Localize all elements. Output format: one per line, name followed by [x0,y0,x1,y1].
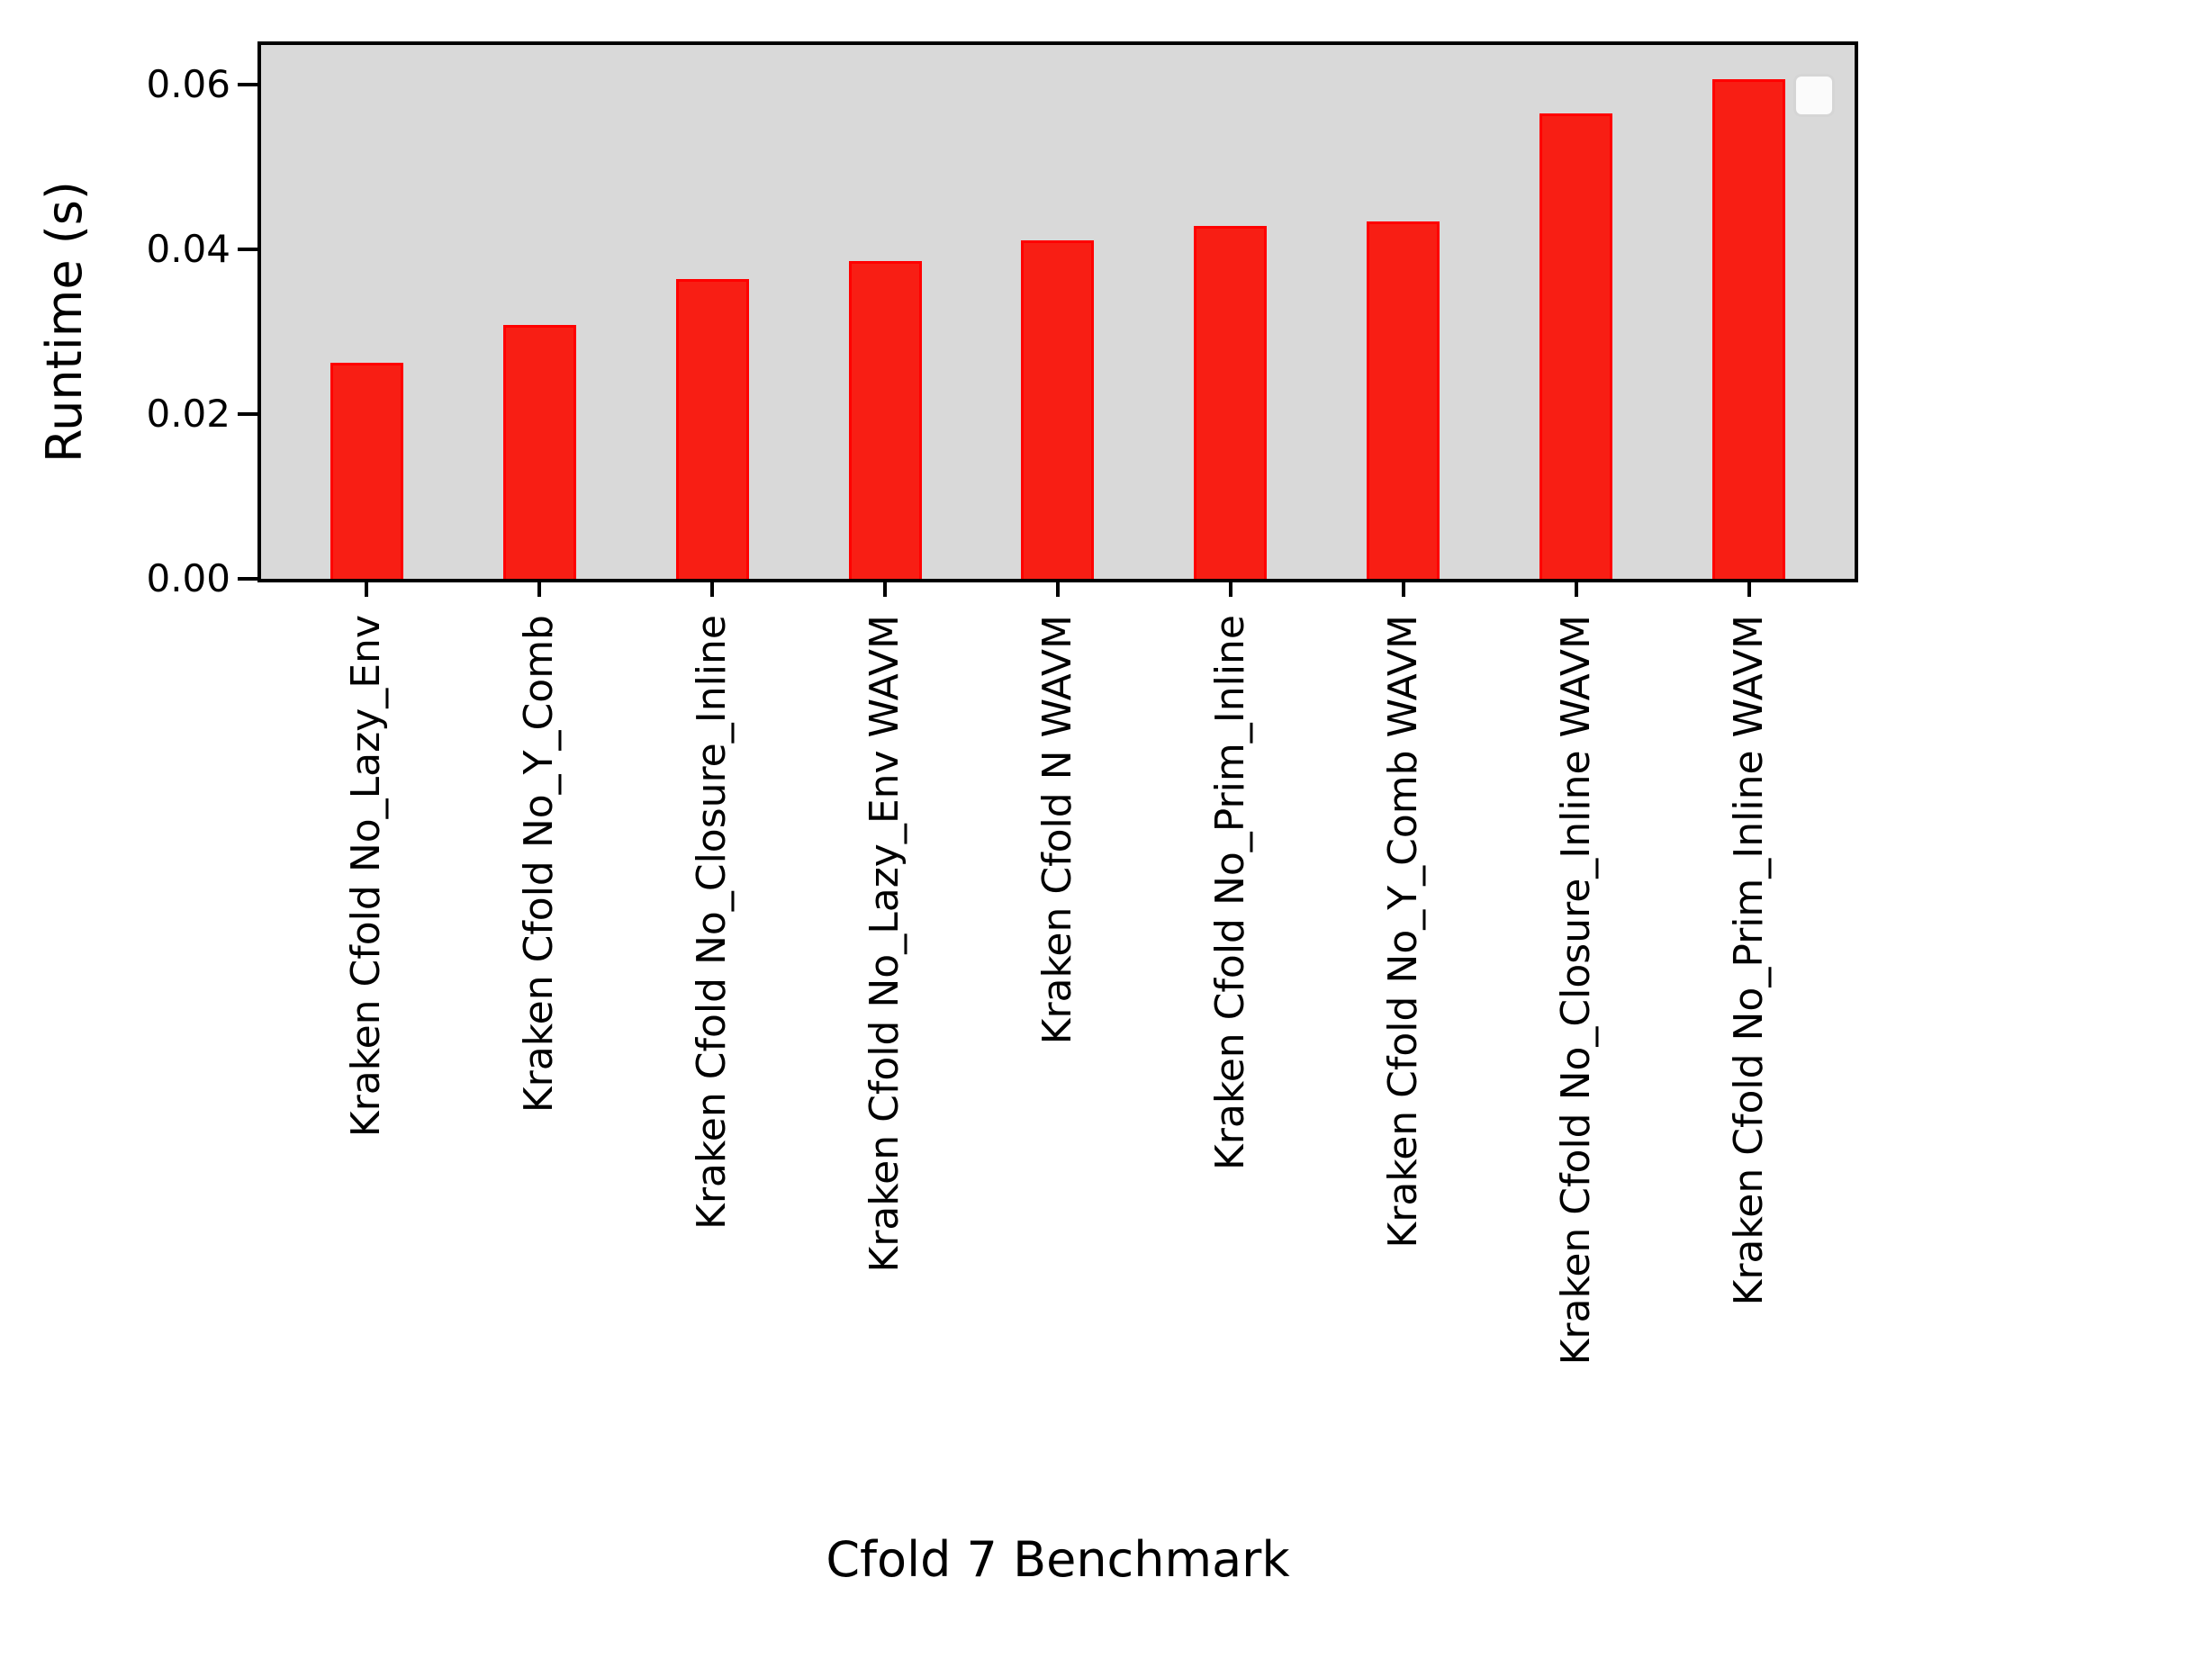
y-tick-label: 0.06 [146,61,230,106]
x-tick-mark [710,579,715,597]
x-axis-title: Cfold 7 Benchmark [826,1531,1290,1588]
x-tick-label: Kraken Cfold No_Y_Comb WAVM [1379,615,1426,1249]
x-tick-label: Kraken Cfold No_Prim_Inline WAVM [1725,615,1772,1306]
x-tick-mark [1747,579,1751,597]
x-tick-label: Kraken Cfold No_Lazy_Env [343,615,390,1138]
x-tick-mark [883,579,888,597]
bar-5 [1021,239,1095,579]
y-tick-mark [238,577,257,581]
x-tick-mark [537,579,542,597]
y-tick-mark [238,411,257,416]
plot-area [238,41,1858,597]
y-tick-label: 0.02 [146,391,230,436]
x-tick-label: Kraken Cfold No_Closure_Inline [689,615,736,1231]
y-axis-title: Runtime (s) [36,180,93,463]
x-tick-mark [1228,579,1232,597]
bar-6 [1194,226,1268,579]
x-tick-mark [1401,579,1405,597]
legend-box [1793,74,1835,117]
x-tick-label: Kraken Cfold No_Closure_Inline WAVM [1552,615,1599,1366]
x-tick-label: Kraken Cfold No_Y_Comb [516,615,563,1114]
bar-1 [330,363,403,579]
bar-4 [848,260,922,579]
bar-3 [675,278,749,579]
x-tick-label: Kraken Cfold No_Prim_Inline [1206,615,1253,1171]
bar-8 [1539,113,1613,579]
x-tick-mark [1574,579,1578,597]
y-tick-label: 0.04 [146,226,230,271]
y-tick-mark [238,247,257,251]
y-tick-label: 0.00 [146,556,230,600]
bar-7 [1367,221,1440,579]
x-tick-mark [365,579,369,597]
bar-9 [1712,78,1786,579]
x-tick-mark [1056,579,1060,597]
y-tick-mark [238,82,257,86]
x-tick-label: Kraken Cfold No_Lazy_Env WAVM [862,615,908,1273]
x-tick-label: Kraken Cfold N WAVM [1034,615,1080,1045]
bar-2 [502,325,576,579]
